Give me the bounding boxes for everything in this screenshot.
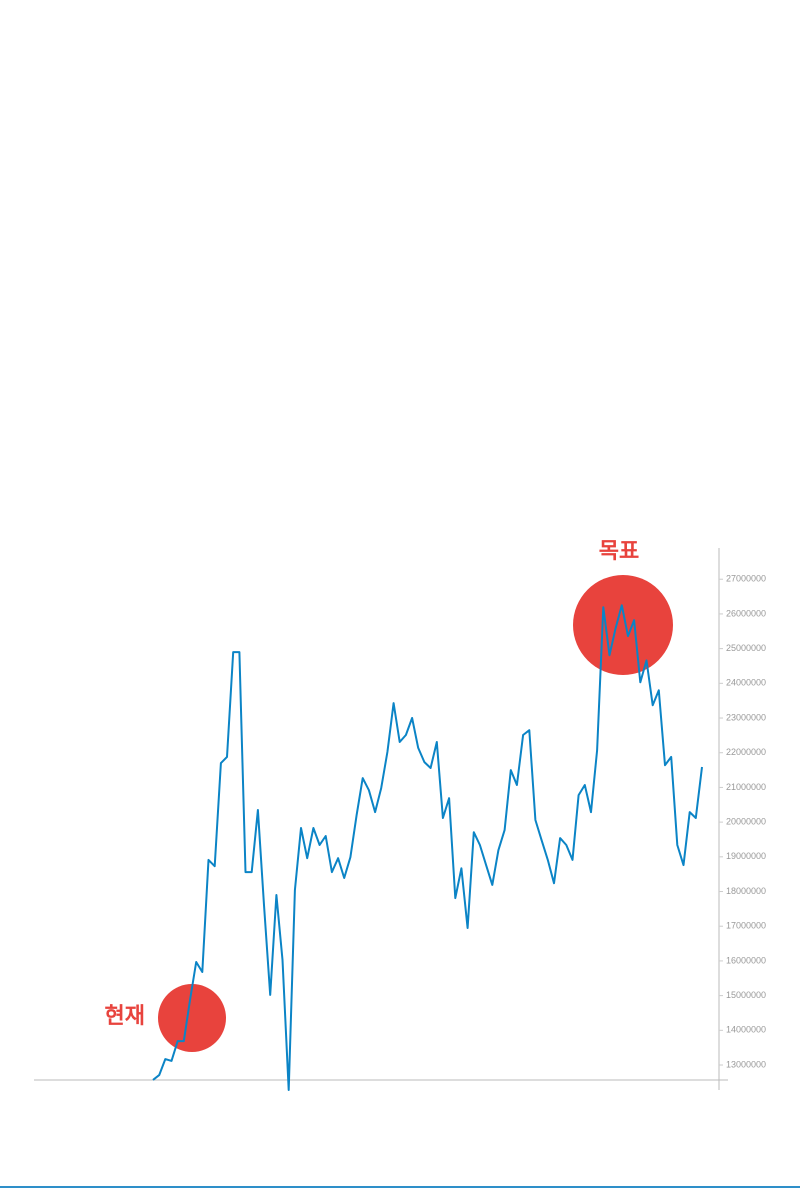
y-tick-label: 18000000 xyxy=(726,886,766,896)
y-tick-label: 22000000 xyxy=(726,747,766,757)
price-line xyxy=(152,604,703,1091)
y-tick-label: 21000000 xyxy=(726,782,766,792)
annotation: 목표 xyxy=(599,538,639,563)
y-tick-label: 15000000 xyxy=(726,990,766,1000)
y-tick-label: 27000000 xyxy=(726,574,766,584)
y-tick-label: 26000000 xyxy=(726,608,766,618)
y-tick-label: 17000000 xyxy=(726,921,766,931)
y-tick-label: 23000000 xyxy=(726,712,766,722)
annotation-circle xyxy=(573,575,673,675)
annotation-circle xyxy=(158,984,226,1052)
y-tick-label: 24000000 xyxy=(726,678,766,688)
y-tick-label: 19000000 xyxy=(726,851,766,861)
annotation: 현재 xyxy=(105,1003,145,1028)
y-tick-label: 25000000 xyxy=(726,643,766,653)
y-tick-label: 20000000 xyxy=(726,816,766,826)
y-tick-label: 14000000 xyxy=(726,1025,766,1035)
y-tick-label: 16000000 xyxy=(726,955,766,965)
y-tick-label: 13000000 xyxy=(726,1059,766,1069)
